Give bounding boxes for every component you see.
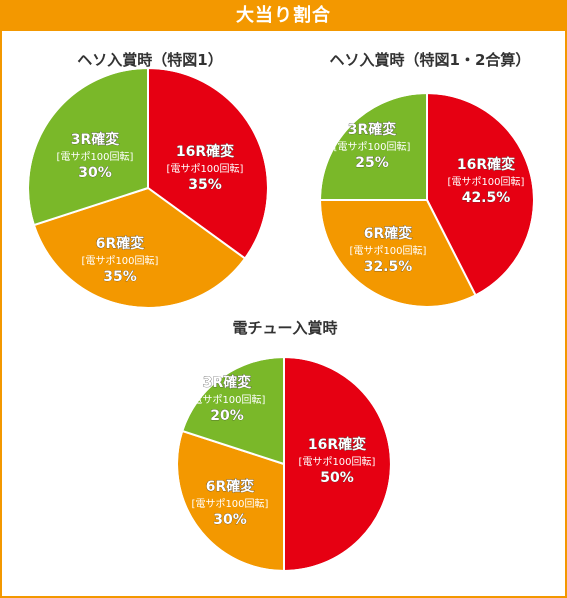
slice-name: 6R確変 [364, 225, 413, 242]
pie-title-denchu: 電チュー入賞時 [232, 319, 338, 337]
pie-chart-3: 16R確変 [電サポ100回転] 50% 6R確変 [電サポ100回転] 30% 3R確変 [… [176, 355, 392, 573]
slice-name: 16R確変 [308, 436, 366, 453]
slice-percent: 30% [213, 512, 247, 528]
slice-label-3r: 3R確変 [電サポ100回転] 30% [57, 131, 134, 182]
slice-percent: 35% [188, 177, 222, 193]
slice-label-3r: 3R確変 [電サポ100回転] 25% [334, 121, 411, 172]
slice-sub: [電サポ100回転] [299, 456, 376, 468]
slice-label-6r: 6R確変 [電サポ100回転] 30% [192, 478, 269, 529]
slice-label-3r: 3R確変 [電サポ100回転] 20% [189, 374, 266, 425]
slice-name: 3R確変 [348, 121, 397, 138]
panel-header: 大当り割合 [0, 0, 567, 31]
slice-name: 16R確変 [176, 143, 234, 160]
slice-sub: [電サポ100回転] [82, 255, 159, 267]
slice-percent: 42.5% [462, 190, 511, 206]
slice-percent: 25% [355, 155, 389, 171]
pie-title-heso-combined: ヘソ入賞時（特図1・2合算） [329, 51, 531, 69]
slice-label-16r: 16R確変 [電サポ100回転] 42.5% [448, 156, 525, 207]
slice-sub: [電サポ100回転] [167, 163, 244, 175]
pie-outline [176, 356, 392, 572]
slice-sub: [電サポ100回転] [189, 394, 266, 406]
slice-label-6r: 6R確変 [電サポ100回転] 32.5% [350, 225, 427, 276]
slice-name: 6R確変 [206, 478, 255, 495]
slice-label-16r: 16R確変 [電サポ100回転] 35% [167, 143, 244, 194]
slice-name: 3R確変 [203, 374, 252, 391]
slice-sub: [電サポ100回転] [448, 176, 525, 188]
slice-name: 6R確変 [96, 235, 145, 252]
slice-sub: [電サポ100回転] [334, 141, 411, 153]
pie-chart-2: 16R確変 [電サポ100回転] 42.5% 6R確変 [電サポ100回転] 32.5% 3… [318, 91, 536, 309]
slice-label-16r: 16R確変 [電サポ100回転] 50% [299, 436, 376, 487]
slice-percent: 50% [320, 470, 354, 486]
slice-name: 3R確変 [71, 131, 120, 148]
slice-percent: 35% [103, 269, 137, 285]
pie-outline [27, 67, 269, 309]
slice-label-6r: 6R確変 [電サポ100回転] 35% [82, 235, 159, 286]
slice-sub: [電サポ100回転] [57, 151, 134, 163]
slice-percent: 32.5% [364, 259, 413, 275]
pie-title-heso-1: ヘソ入賞時（特図1） [77, 51, 223, 69]
slice-percent: 30% [78, 165, 112, 181]
slice-name: 16R確変 [457, 156, 515, 173]
slice-percent: 20% [210, 408, 244, 424]
slice-sub: [電サポ100回転] [350, 245, 427, 257]
pie-outline [319, 92, 535, 308]
slice-sub: [電サポ100回転] [192, 498, 269, 510]
pie-chart-1: 16R確変 [電サポ100回転] 35% 6R確変 [電サポ100回転] 35% 3R確変 [… [27, 66, 269, 309]
